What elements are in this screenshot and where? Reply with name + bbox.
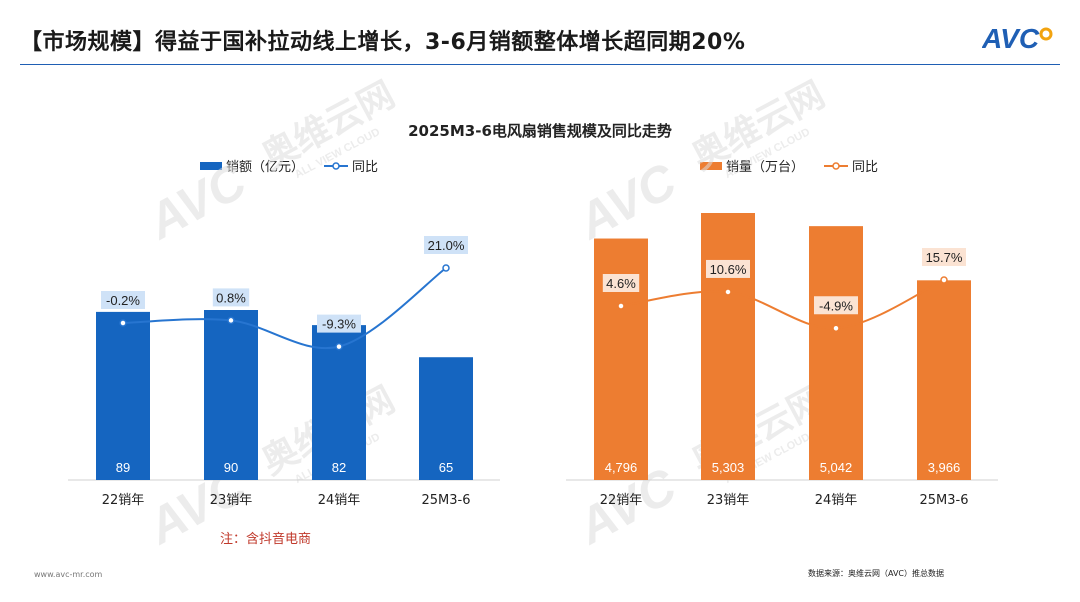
yoy-line-1 — [620, 279, 945, 330]
legend-bar-label-left: 销额（亿元） — [226, 160, 305, 175]
yoy-point-0-2 — [335, 342, 343, 351]
yoy-point-0-3 — [442, 264, 450, 272]
yoy-label-bg-1-0 — [602, 274, 640, 292]
bar-label-1-2: 5,042 — [820, 460, 853, 475]
yoy-label-1-2: -4.9% — [819, 298, 853, 313]
yoy-label-bg-0-0 — [101, 291, 145, 309]
logo-dot-icon — [1039, 27, 1053, 41]
yoy-label-bg-0-1 — [212, 288, 250, 307]
footer-website: www.avc-mr.com — [34, 570, 103, 579]
yoy-point-1-0 — [617, 302, 625, 310]
logo-text: AVC — [982, 23, 1040, 54]
yoy-line-0 — [122, 267, 447, 350]
bar-label-0-2: 82 — [332, 460, 346, 475]
chart-title: 2025M3-6电风扇销售规模及同比走势 — [408, 122, 672, 140]
bar-0-2 — [312, 325, 366, 480]
tick-label-1-2: 24销年 — [815, 493, 858, 508]
bar-1-3 — [917, 280, 971, 480]
yoy-label-0-3: 21.0% — [428, 238, 465, 253]
legend-right: 销量（万台） 同比 — [700, 156, 878, 175]
header: 【市场规模】得益于国补拉动线上增长，3-6月销额整体增长超同期20% AVC — [0, 0, 1080, 66]
yoy-point-0-1 — [227, 316, 235, 325]
tick-label-1-1: 23销年 — [707, 493, 750, 508]
yoy-label-1-3: 15.7% — [926, 250, 963, 265]
bar-1-2 — [809, 226, 863, 480]
bar-label-1-1: 5,303 — [712, 460, 745, 475]
yoy-point-0-0 — [119, 319, 127, 327]
bar-label-1-3: 3,966 — [928, 460, 961, 475]
tick-label-0-2: 24销年 — [318, 493, 361, 508]
yoy-point-1-3 — [940, 276, 948, 284]
page-title: 【市场规模】得益于国补拉动线上增长，3-6月销额整体增长超同期20% — [20, 30, 746, 55]
legend-line-swatch-right — [824, 161, 849, 170]
yoy-label-bg-1-2 — [814, 296, 858, 315]
yoy-label-bg-0-2 — [317, 314, 361, 333]
bar-label-0-0: 89 — [116, 460, 130, 475]
legend-line-label-right: 同比 — [852, 160, 879, 175]
avc-logo: AVC — [982, 23, 1053, 54]
footer-source: 数据来源：奥维云网（AVC）推总数据 — [808, 569, 945, 578]
legend-bar-label-right: 销量（万台） — [726, 160, 805, 175]
tick-label-1-3: 25M3-6 — [920, 493, 969, 508]
tick-label-1-0: 22销年 — [600, 493, 643, 508]
header-rule — [20, 64, 1060, 65]
legend-left: 销额（亿元） 同比 — [200, 156, 378, 175]
legend-line-label-left: 同比 — [352, 160, 379, 175]
legend-bar-swatch-right — [700, 161, 722, 170]
bar-label-1-0: 4,796 — [605, 460, 638, 475]
bar-label-0-3: 65 — [439, 460, 453, 475]
yoy-label-0-1: 0.8% — [216, 290, 246, 305]
tick-label-0-3: 25M3-6 — [422, 493, 471, 508]
legend-line-swatch-left — [324, 161, 349, 170]
legend-bar-swatch-left — [200, 161, 222, 170]
yoy-label-0-2: -9.3% — [322, 317, 356, 332]
bar-0-1 — [204, 310, 258, 480]
yoy-label-bg-1-3 — [922, 248, 966, 266]
yoy-label-1-1: 10.6% — [710, 262, 747, 277]
bar-label-0-1: 90 — [224, 460, 238, 475]
tick-label-0-0: 22销年 — [102, 493, 145, 508]
bar-1-1 — [701, 213, 755, 480]
bar-0-0 — [96, 311, 150, 480]
tick-label-0-1: 23销年 — [210, 493, 253, 508]
yoy-point-1-1 — [724, 288, 732, 296]
yoy-point-1-2 — [832, 324, 840, 333]
yoy-label-1-0: 4.6% — [606, 276, 636, 291]
yoy-label-bg-0-3 — [424, 236, 468, 254]
yoy-label-0-0: -0.2% — [106, 293, 140, 308]
note-text: 注：含抖音电商 — [220, 532, 312, 547]
bar-0-3 — [419, 357, 473, 480]
yoy-label-bg-1-1 — [706, 259, 750, 278]
